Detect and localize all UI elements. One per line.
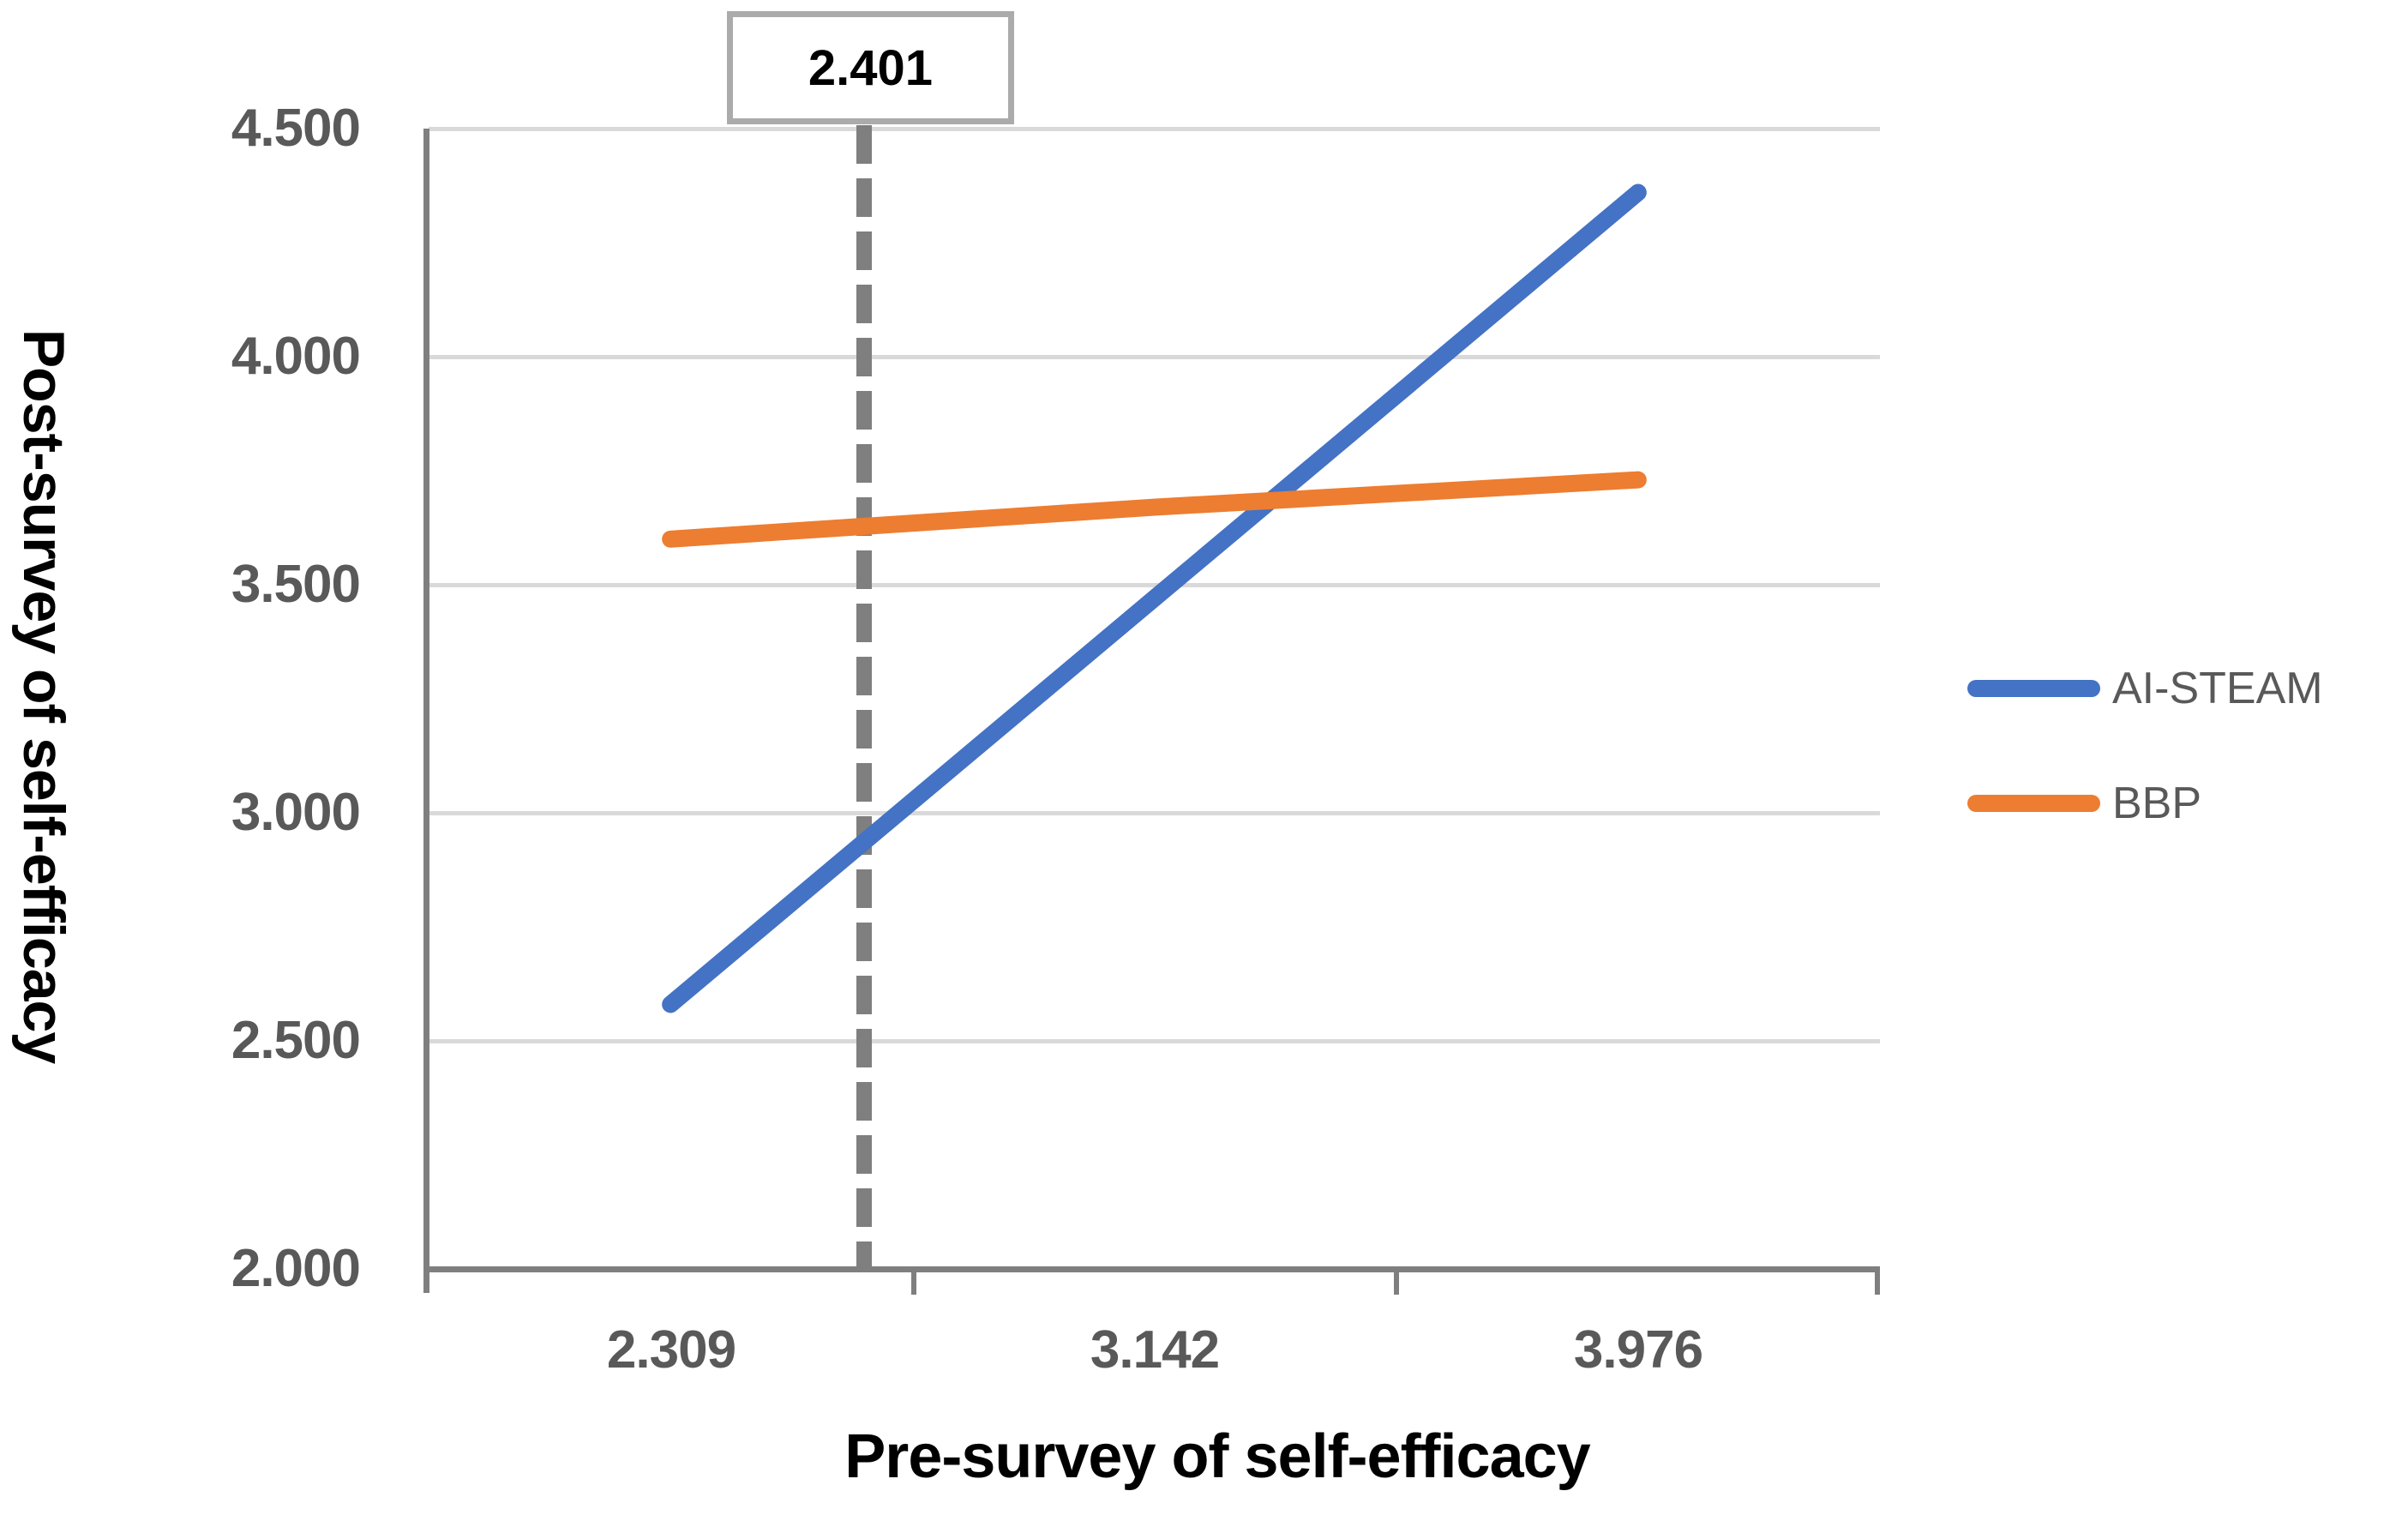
x-tick-label: 2.309	[606, 1320, 736, 1380]
y-tick-label: 3.500	[231, 555, 361, 614]
x-axis-line	[423, 1266, 1880, 1272]
gridline	[429, 811, 1880, 815]
legend-label-bbp: BBP	[2112, 779, 2202, 828]
y-tick-label: 4.500	[231, 99, 361, 158]
x-axis-tick	[1394, 1272, 1399, 1295]
legend-swatch-ai-steam	[1967, 680, 2100, 697]
gridline	[429, 583, 1880, 587]
y-tick-label: 2.000	[231, 1239, 361, 1298]
x-tick-label: 3.142	[1090, 1320, 1220, 1380]
legend-item-bbp: BBP	[1967, 781, 2201, 826]
y-axis-title: Post-survey of self-efficacy	[11, 328, 76, 1064]
series-line-bbp	[662, 471, 1647, 548]
series-line-ai-steam	[662, 183, 1647, 1013]
legend-label-ai-steam: AI-STEAM	[2112, 664, 2323, 713]
y-axis-line	[423, 129, 429, 1293]
gridline	[429, 127, 1880, 131]
plot-lines-svg	[662, 125, 1647, 1269]
annotation-value: 2.401	[808, 39, 934, 96]
x-tick-label: 3.976	[1573, 1320, 1703, 1380]
gridline	[429, 355, 1880, 359]
x-axis-tick	[911, 1272, 916, 1295]
y-tick-label: 2.500	[231, 1011, 361, 1070]
gridline	[429, 1039, 1880, 1043]
legend-swatch-bbp	[1967, 795, 2100, 812]
y-tick-label: 3.000	[231, 783, 361, 842]
legend-item-ai-steam: AI-STEAM	[1967, 666, 2323, 711]
x-axis-title: Pre-survey of self-efficacy	[844, 1422, 1590, 1491]
annotation-label-box: 2.401	[727, 11, 1014, 124]
y-tick-label: 4.000	[231, 327, 361, 386]
x-axis-tick	[1875, 1272, 1880, 1295]
